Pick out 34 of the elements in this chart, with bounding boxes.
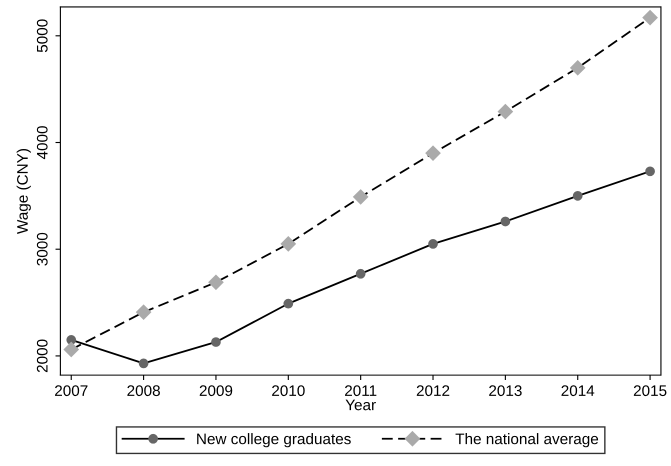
point — [64, 342, 79, 358]
point — [280, 236, 296, 252]
legend-label: The national average — [456, 433, 598, 448]
y-tick-label: 4000 — [36, 126, 48, 160]
point — [211, 337, 221, 347]
point — [572, 191, 583, 201]
point — [570, 60, 586, 76]
point — [353, 189, 368, 204]
point — [356, 268, 366, 279]
x-tick-label: 2013 — [489, 385, 522, 396]
y-tick-label: 5000 — [36, 19, 48, 52]
point — [498, 104, 513, 120]
x-tick-label: 2014 — [562, 385, 594, 396]
x-tick-label: 2009 — [200, 385, 232, 396]
x-tick-label: 2012 — [416, 385, 450, 396]
point — [642, 10, 658, 26]
point — [208, 274, 224, 290]
point — [283, 298, 294, 308]
y-tick-label: 3000 — [36, 232, 48, 266]
point — [138, 358, 148, 368]
point — [428, 239, 438, 249]
point — [136, 304, 152, 320]
x-tick-label: 2008 — [127, 385, 160, 396]
point — [425, 146, 441, 161]
x-tick-label: 2010 — [272, 385, 305, 396]
point — [645, 166, 655, 176]
point — [500, 216, 510, 226]
y-axis-title: Wage (CNY) — [16, 149, 31, 234]
y-tick-label: 2000 — [36, 340, 48, 372]
x-tick-label: 2011 — [345, 385, 376, 396]
legend-label: New college graduates — [197, 433, 351, 448]
x-axis-title: Year — [346, 400, 376, 410]
x-tick-label: 2007 — [55, 385, 88, 396]
x-tick-label: 2015 — [634, 385, 666, 396]
